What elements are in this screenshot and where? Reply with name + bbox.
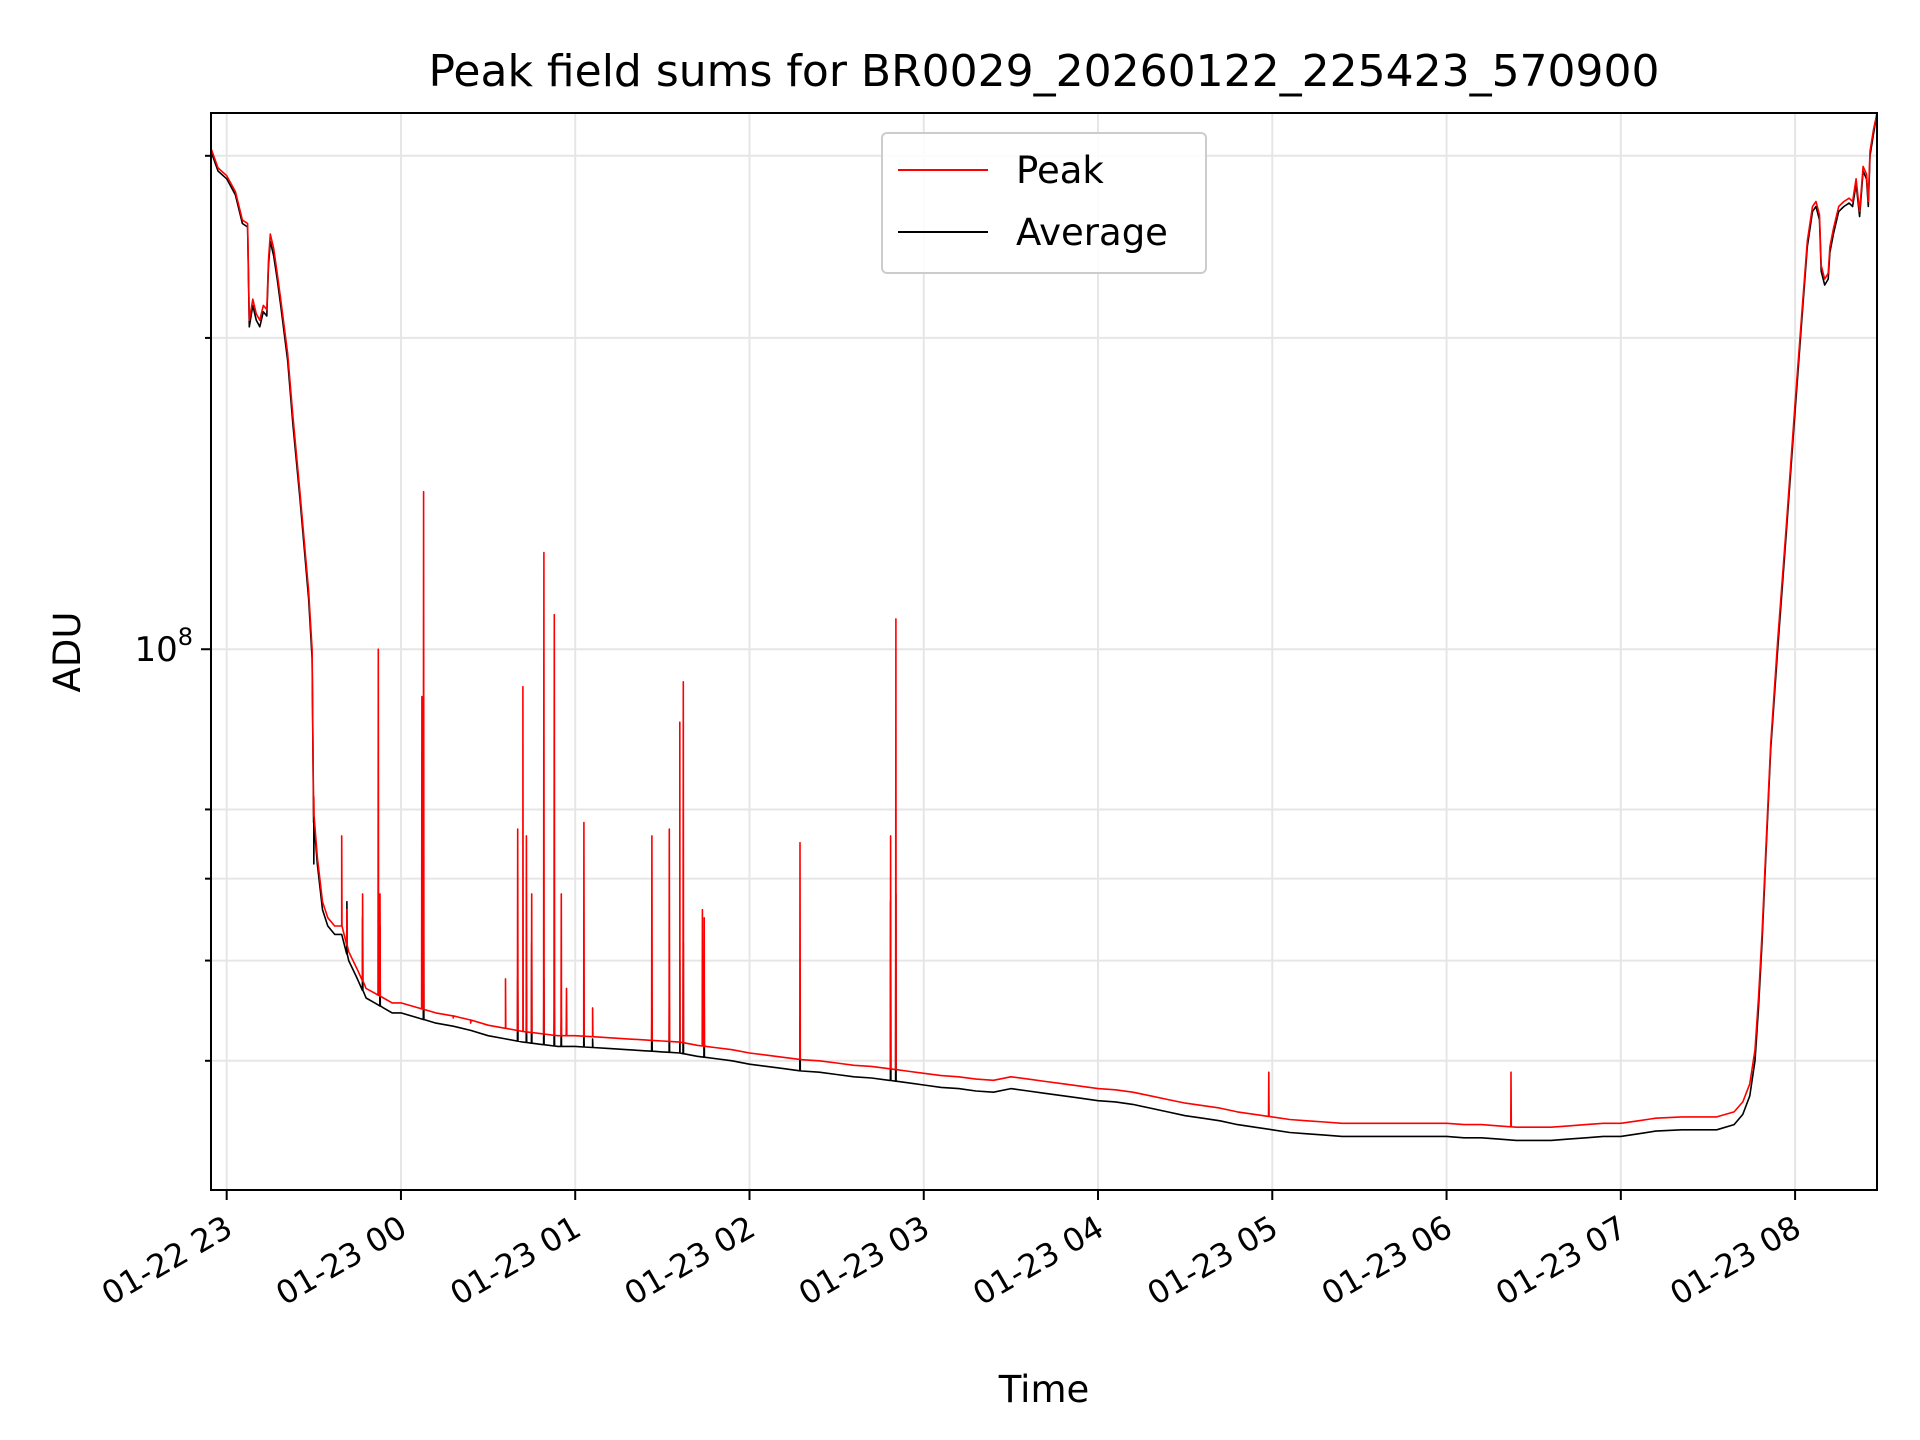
series-line-average	[210, 112, 1878, 1142]
plot-lines	[210, 112, 1878, 1142]
y-axis-label: ADU	[46, 612, 89, 693]
x-axis-label: Time	[998, 1368, 1090, 1411]
grid	[211, 113, 1877, 1190]
plot-frame	[210, 112, 1878, 1191]
legend: Peak Average	[881, 132, 1207, 274]
chart-title: Peak field sums for BR0029_20260122_2254…	[428, 46, 1659, 97]
legend-label-average: Average	[1016, 211, 1168, 254]
series-line-peak	[210, 112, 1878, 1128]
legend-label-peak: Peak	[1016, 149, 1104, 192]
legend-box	[881, 132, 1207, 274]
